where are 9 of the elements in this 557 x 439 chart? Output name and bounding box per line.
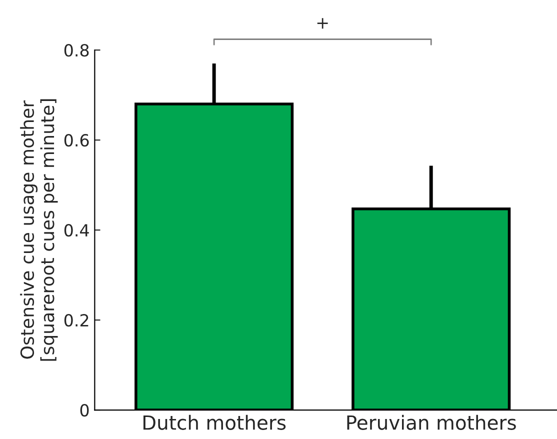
y-tick-label: 0.8 [64, 44, 89, 57]
y-tick-label: 0.2 [64, 314, 88, 327]
y-tick-label: 0.4 [64, 224, 89, 237]
x-tick-label: Dutch mothers [143, 414, 286, 430]
text: + [317, 18, 328, 29]
y-tick-label: 0.6 [64, 134, 89, 147]
y-tick-label: 0 [80, 404, 89, 417]
y-axis-title: Ostensive cue usage mother [squareroot cues per minute] [20, 99, 58, 361]
x-tick-label: Peruvian mothers [347, 414, 516, 430]
